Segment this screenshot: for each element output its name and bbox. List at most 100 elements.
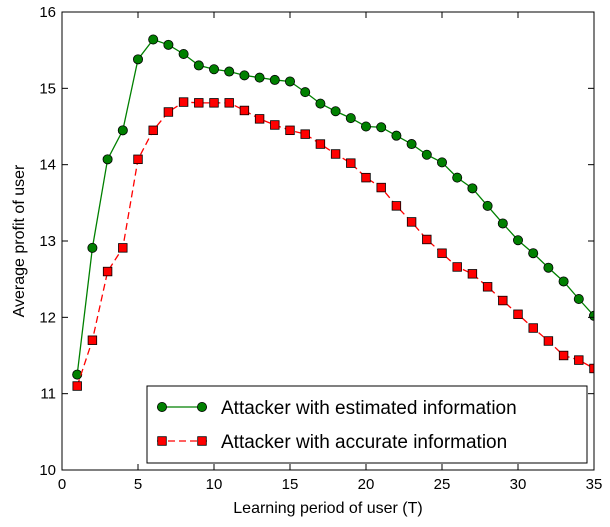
- legend-item-1: Attacker with estimated information: [156, 398, 517, 419]
- y-tick-label: 16: [39, 4, 56, 21]
- series-2-point: [178, 97, 189, 107]
- series-1-point: [87, 242, 98, 253]
- x-axis-title: Learning period of user (T): [233, 500, 422, 517]
- series-1-point: [315, 98, 326, 109]
- legend-marker: [156, 401, 167, 412]
- series-2-point: [224, 98, 234, 108]
- series-1-point: [117, 125, 128, 136]
- x-tick-label: 30: [510, 476, 527, 493]
- series-1-point: [193, 60, 204, 71]
- series-1-point: [330, 106, 341, 117]
- series-2-point: [239, 105, 250, 116]
- series-2-point: [270, 120, 280, 130]
- series-2-point: [315, 139, 326, 149]
- series-2-point: [133, 154, 143, 165]
- series-2-point: [558, 350, 569, 361]
- series-2-point: [452, 262, 462, 272]
- series-2-point: [437, 248, 447, 258]
- legend-label: Attacker with accurate information: [221, 432, 507, 453]
- series-1-point: [482, 200, 493, 211]
- x-tick-label: 25: [434, 476, 451, 493]
- series-1-point: [102, 154, 113, 165]
- legend-box: [146, 385, 588, 464]
- x-tick-label: 15: [282, 476, 299, 493]
- legend-label: Attacker with estimated information: [221, 398, 517, 419]
- series-2-point: [467, 269, 478, 279]
- series-1-point: [589, 310, 594, 321]
- series-1-point: [391, 130, 402, 141]
- y-tick-label: 15: [39, 80, 56, 97]
- series-1-point: [72, 369, 83, 380]
- series-2-point: [498, 295, 508, 306]
- series-2-point: [574, 355, 584, 365]
- series-2-point: [118, 243, 128, 253]
- series-1-line: [76, 38, 594, 375]
- series-1-point: [360, 121, 371, 132]
- series-1-point: [497, 218, 508, 229]
- series-1-point: [224, 66, 235, 77]
- series-1-point: [513, 235, 524, 246]
- series-1-point: [269, 74, 280, 85]
- series-2-point: [589, 363, 594, 374]
- series-2-point: [72, 381, 82, 391]
- series-2-point: [148, 125, 158, 136]
- series-1-point: [132, 54, 143, 65]
- series-1-point: [406, 139, 417, 150]
- legend-marker: [157, 436, 167, 446]
- series-1-point: [528, 248, 539, 259]
- series-2-point: [300, 129, 310, 139]
- series-2-point: [543, 336, 554, 346]
- series-1-point: [436, 157, 447, 168]
- series-1-point: [467, 183, 478, 194]
- series-1-point: [284, 76, 295, 87]
- series-2-point: [346, 158, 356, 168]
- series-1-point: [163, 39, 174, 50]
- series-1-point: [148, 34, 159, 45]
- series-1-point: [254, 72, 265, 83]
- y-tick-label: 10: [39, 462, 56, 479]
- series-2-point: [209, 98, 219, 108]
- series-2-point: [87, 335, 98, 345]
- x-tick-label: 20: [358, 476, 375, 493]
- x-tick-label: 10: [206, 476, 223, 493]
- series-1-point: [452, 172, 463, 183]
- y-tick-label: 11: [40, 386, 56, 403]
- series-1-point: [300, 87, 311, 98]
- legend-marker: [197, 436, 207, 446]
- y-tick-label: 12: [39, 309, 56, 326]
- legend-marker: [196, 401, 207, 412]
- series-2-point: [254, 114, 265, 124]
- series-1-point: [543, 262, 554, 273]
- x-tick-label: 5: [134, 476, 142, 493]
- series-2: [72, 97, 594, 391]
- series-2-point: [528, 323, 538, 333]
- series-2-point: [513, 309, 523, 319]
- series-2-point: [482, 282, 493, 292]
- series-2-point: [391, 201, 402, 211]
- series-2-point: [330, 149, 341, 159]
- series-1-point: [239, 70, 250, 81]
- y-tick-label: 14: [39, 157, 56, 174]
- y-axis-title: Average profit of user: [11, 164, 28, 317]
- series-1-point: [573, 294, 584, 305]
- series-1-point: [421, 149, 432, 160]
- series-1: [72, 34, 594, 380]
- series-1-point: [558, 276, 569, 287]
- y-tick-label: 13: [39, 233, 56, 250]
- series-2-point: [422, 234, 432, 245]
- series-2-point: [406, 217, 417, 227]
- axes: 0 5 10 15 20 25 30 35 10 11 12 13 14 15 16 Learning per…: [11, 4, 602, 517]
- x-tick-label: 0: [58, 476, 66, 493]
- plot-area: [72, 34, 594, 391]
- x-tick-label: 35: [586, 476, 603, 493]
- series-1-point: [208, 64, 219, 75]
- series-2-point: [361, 172, 371, 183]
- series-1-point: [178, 48, 189, 59]
- legend-item-2: Attacker with accurate information: [157, 432, 507, 453]
- series-2-point: [285, 125, 295, 136]
- series-2-point: [376, 182, 386, 193]
- legend: Attacker with estimated information Attac…: [146, 385, 588, 464]
- series-1-point: [345, 113, 356, 124]
- series-2-point: [194, 98, 204, 108]
